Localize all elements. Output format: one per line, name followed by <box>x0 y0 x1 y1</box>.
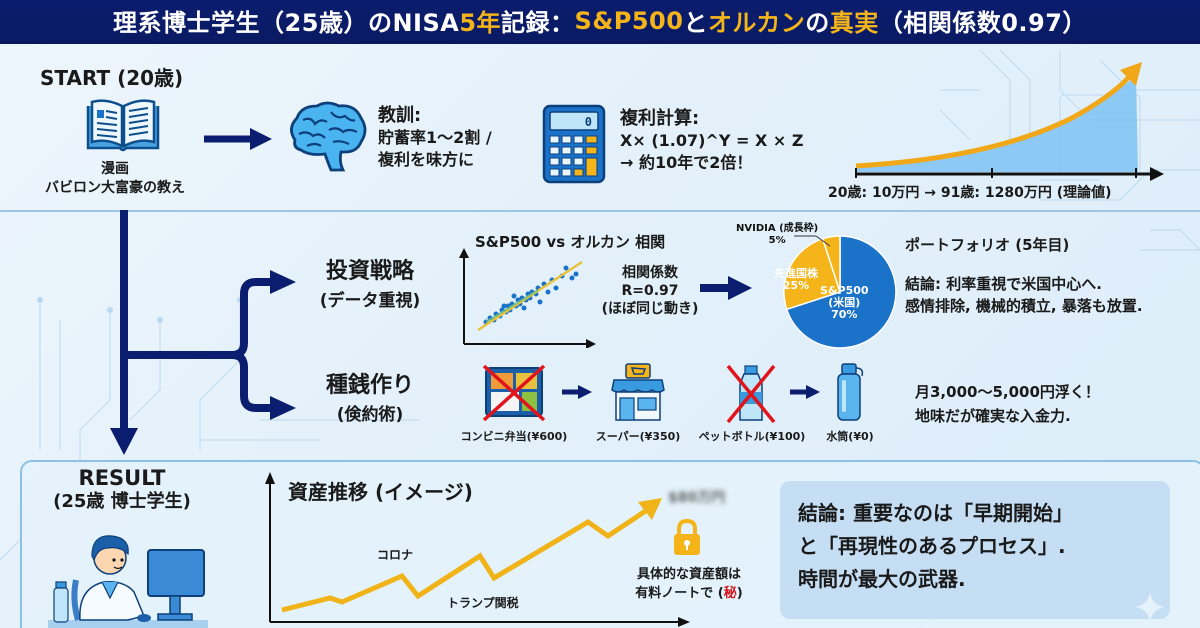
result-label: RESULT (25歳 博士学生) <box>53 466 191 512</box>
lesson-text: 教訓: 貯蓄率1〜2割 / 複利を味方に <box>378 105 492 169</box>
locked-amount-text: 具体的な資産額は 有料ノートで (秘) <box>635 567 743 601</box>
arrow-right-icon <box>562 385 592 399</box>
pie-label-nvidia: NVIDIA (成長枠) 5% <box>736 223 819 246</box>
blurred-amount: $80万円 <box>668 490 726 506</box>
bento-box-icon <box>482 364 546 422</box>
savings-heading: 種銭作り (倹約術) <box>325 373 414 425</box>
item-caption-bottle: ペットボトル(¥100) <box>698 430 806 443</box>
plastic-bottle-icon <box>726 364 776 424</box>
item-caption-supermarket: スーパー(¥350) <box>595 430 681 443</box>
page-title: 理系博士学生（25歳）のNISA 5年 記録： S&P500 とオルカンの真実 （相関係… <box>0 0 1200 44</box>
portfolio-title: ポートフォリオ (5年目) <box>905 236 1070 254</box>
student-at-computer-illustration <box>48 535 208 628</box>
annotation-corona: コロナ <box>377 548 414 562</box>
water-flask-icon <box>837 363 864 421</box>
correlation-text: 相関係数 R=0.97 (ほぼ同じ動き) <box>601 265 699 317</box>
open-book-icon <box>86 99 160 152</box>
final-conclusion-box: 結論: 重要なのは「早期開始」 と「再現性のあるプロセス」. 時間が最大の武器. <box>780 481 1170 619</box>
calculator-icon: 0 <box>542 104 606 184</box>
compound-interest-text: 複利計算: X× (1.07)^Y = X × Z → 約10年で2倍！ <box>620 108 804 172</box>
growth-curve-chart <box>855 62 1164 181</box>
book-caption: 漫画 バビロン大富豪の教え <box>45 161 185 196</box>
item-caption-bento: コンビニ弁当(¥600) <box>460 430 568 443</box>
strategy-heading: 投資戦略 (データ重視) <box>319 259 421 311</box>
section-divider <box>0 210 1200 212</box>
scatter-title: S&P500 vs オルカン 相関 <box>475 233 666 251</box>
supermarket-icon <box>611 363 665 421</box>
brain-icon <box>290 101 367 172</box>
correlation-scatter-plot <box>459 248 596 348</box>
arrow-right-icon <box>790 385 820 399</box>
asset-chart-title: 資産推移 (イメージ) <box>288 480 473 504</box>
portfolio-pie-chart <box>783 235 897 349</box>
annotation-tariff: トランプ関税 <box>447 596 519 610</box>
asset-line-chart <box>265 472 690 627</box>
arrow-right-icon <box>204 128 272 150</box>
arrow-right-icon <box>700 276 752 300</box>
pie-label-sp500: S&P500 (米国) 70% <box>820 284 869 321</box>
pie-label-developed: 先進国株 25% <box>774 267 818 292</box>
start-label: START (20歳) <box>40 66 184 90</box>
item-caption-flask: 水筒(¥0) <box>826 430 874 443</box>
flow-arrows <box>110 210 296 455</box>
svg-text:0: 0 <box>585 115 592 129</box>
growth-caption: 20歳: 10万円 → 91歳: 1280万円 (理論値) <box>828 185 1112 201</box>
lock-icon <box>674 519 700 555</box>
portfolio-conclusion: 結論: 利率重視で米国中心へ. 感情排除, 機械的積立, 暴落も放置. <box>905 275 1143 315</box>
savings-result-text: 月3,000〜5,000円浮く！ 地味だが確実な入金力. <box>915 383 1100 425</box>
sparkle-icon <box>1135 592 1165 622</box>
